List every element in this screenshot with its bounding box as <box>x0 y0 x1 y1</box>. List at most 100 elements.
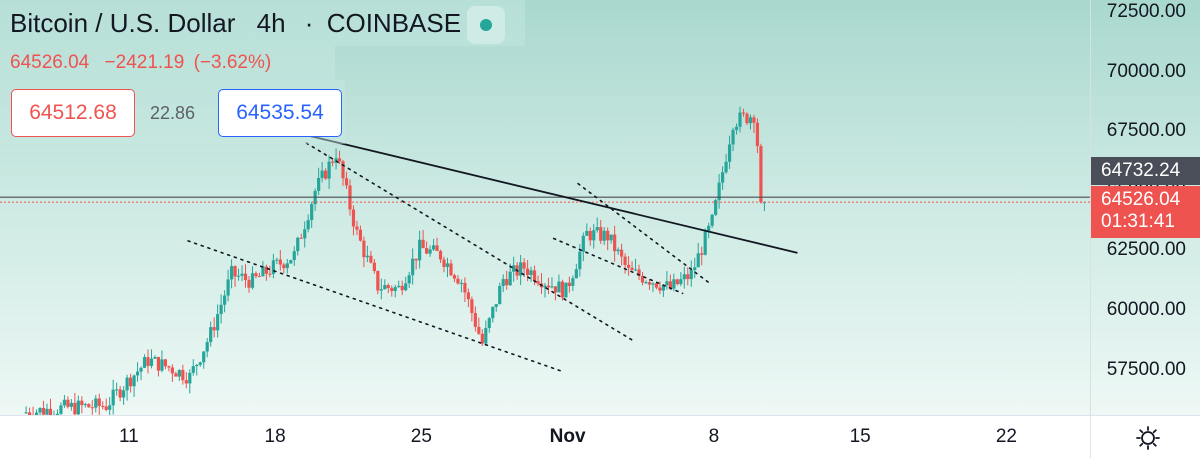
candle-up <box>501 279 505 287</box>
candle-down <box>536 281 540 284</box>
settings-corner[interactable] <box>1090 415 1200 458</box>
candle-up <box>303 229 307 239</box>
candle-up <box>445 263 450 267</box>
candle-down <box>324 170 328 179</box>
time-tick-label: 25 <box>410 426 432 447</box>
candle-down <box>278 259 282 265</box>
buy-button[interactable]: 64535.54 <box>218 89 342 137</box>
candle-up <box>34 412 39 415</box>
candle-down <box>28 412 32 415</box>
price-change: −2421.19 <box>104 52 185 73</box>
candle-up <box>487 318 491 329</box>
candle-up <box>191 366 195 373</box>
candle-up <box>216 314 220 331</box>
candle-up <box>94 398 98 408</box>
candle-up <box>219 304 223 315</box>
candle-up <box>240 273 244 276</box>
candle-down <box>264 266 269 274</box>
candle-down <box>118 389 122 398</box>
candle-down <box>351 209 356 227</box>
candle-up <box>707 225 711 232</box>
candle-up <box>320 170 324 178</box>
candle-down <box>268 273 272 275</box>
candle-up <box>226 279 230 296</box>
candle-down <box>212 327 216 331</box>
candlestick-chart[interactable] <box>0 0 1090 415</box>
time-tick-label: Nov <box>549 426 586 447</box>
candle-down <box>73 402 77 415</box>
candle-up <box>76 400 80 415</box>
candle-down <box>435 245 439 251</box>
price-tick-label: 60000.00 <box>1106 299 1186 321</box>
candle-down <box>358 229 363 241</box>
candle-down <box>184 380 188 384</box>
candle-up <box>710 214 714 226</box>
candle-down <box>623 256 627 265</box>
gear-icon[interactable] <box>1135 425 1161 451</box>
candle-down <box>341 161 345 179</box>
time-tick-label: 11 <box>118 426 139 447</box>
candle-up <box>24 412 28 414</box>
candle-up <box>428 249 432 254</box>
candle-up <box>574 269 578 279</box>
candle-down <box>372 262 376 271</box>
candle-up <box>644 282 648 284</box>
candle-up <box>689 270 693 280</box>
candle-down <box>463 282 467 293</box>
candle-down <box>658 287 662 291</box>
price-change-row: 64526.04 −2421.19 (−3.62%) <box>10 52 281 74</box>
candle-up <box>205 342 209 352</box>
candle-down <box>745 113 749 124</box>
price-tick-label: 70000.00 <box>1106 60 1186 82</box>
spread-value: 22.86 <box>150 103 196 123</box>
candle-up <box>519 262 523 276</box>
symbol-title[interactable]: Bitcoin / U.S. Dollar 4h · COINBASE <box>10 8 462 38</box>
candle-up <box>397 285 401 288</box>
candle-up <box>62 399 67 406</box>
candle-up <box>581 235 585 252</box>
price-tick-label: 62500.00 <box>1106 239 1186 261</box>
candle-down <box>90 407 94 409</box>
candle-up <box>512 265 516 272</box>
symbol-name[interactable]: Bitcoin / U.S. Dollar <box>10 8 236 38</box>
candle-down <box>330 161 335 163</box>
candle-up <box>543 285 547 288</box>
candle-down <box>174 373 178 377</box>
candle-up <box>491 306 495 319</box>
interval-label[interactable]: 4h <box>256 8 286 38</box>
sell-button[interactable]: 64512.68 <box>11 89 135 137</box>
chart-pane[interactable] <box>0 0 1090 415</box>
candle-up <box>393 287 397 291</box>
candle-up <box>132 375 136 387</box>
candle-up <box>209 327 213 343</box>
candle-down <box>640 275 645 283</box>
candle-up <box>59 405 63 414</box>
candle-down <box>390 288 394 291</box>
time-tick-label: 15 <box>849 426 871 447</box>
candle-up <box>202 351 206 363</box>
candle-up <box>721 172 725 183</box>
candle-down <box>299 237 303 239</box>
candle-up <box>125 377 129 391</box>
exchange-label[interactable]: COINBASE <box>326 8 462 38</box>
time-tick-label: 8 <box>708 426 720 447</box>
candle-up <box>717 182 721 201</box>
candle-up <box>633 269 638 271</box>
market-status-dot-icon[interactable] <box>467 6 505 44</box>
time-axis[interactable]: 11 18 25 Nov 8 15 22 <box>0 415 1090 458</box>
candle-up <box>550 286 554 288</box>
candle-up <box>592 230 596 241</box>
candle-down <box>146 357 150 366</box>
candle-up <box>682 274 686 280</box>
candle-up <box>693 267 697 271</box>
candle-up <box>459 282 464 284</box>
candle-up <box>616 249 620 252</box>
candle-down <box>759 146 763 203</box>
price-tick-label: 72500.00 <box>1106 0 1186 22</box>
candle-up <box>271 260 275 274</box>
candle-up <box>727 144 732 162</box>
bar-countdown: 01:31:41 <box>1101 211 1175 232</box>
trendline-dotted <box>552 237 684 295</box>
candle-down <box>456 278 460 284</box>
candle-down <box>128 377 133 387</box>
